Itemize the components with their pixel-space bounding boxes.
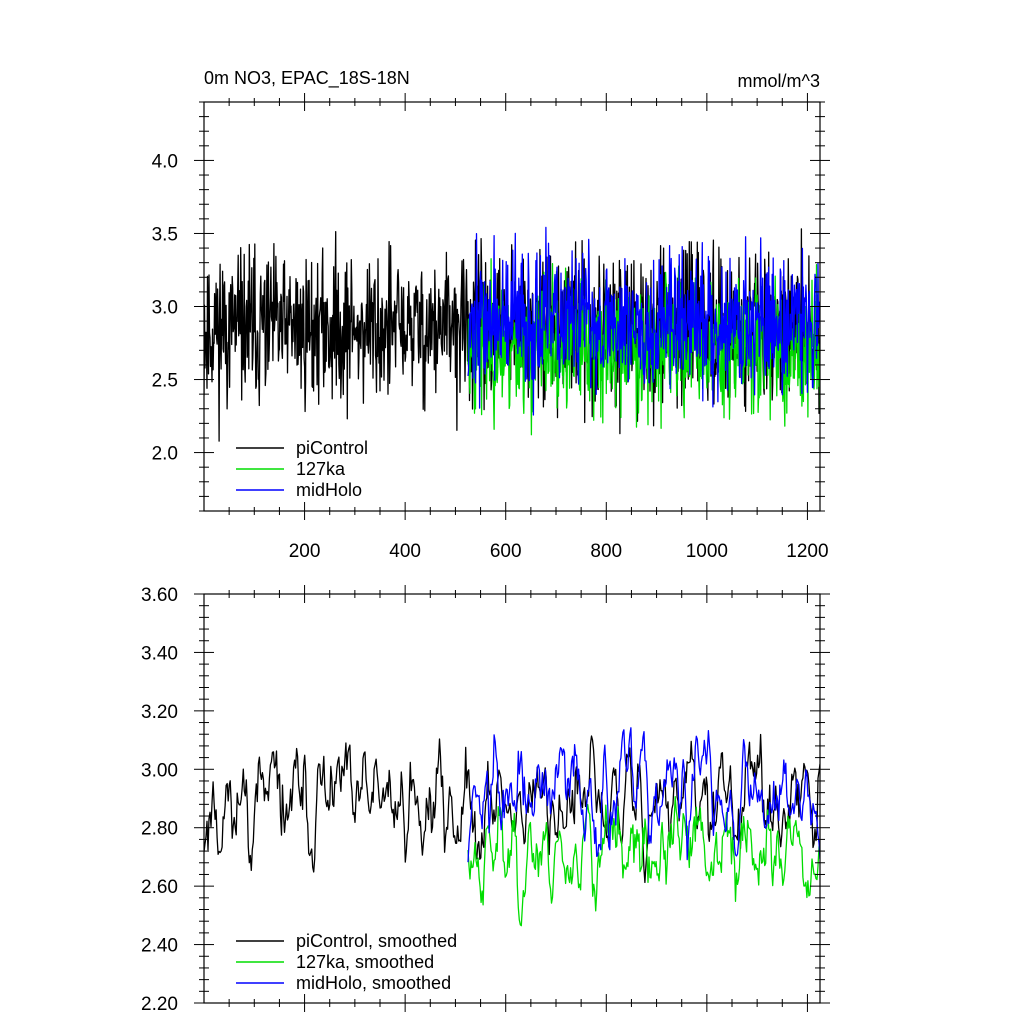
legend-label: midHolo: [296, 480, 362, 500]
legend-label: 127ka: [296, 459, 346, 479]
legend-label: piControl: [296, 438, 368, 458]
y-tick-label: 3.0: [152, 298, 178, 319]
panel-bottom: 2.20 2.40 2.60 2.80 3.00 3.20 3.40 3.60 piContr…: [141, 585, 830, 1015]
y-tick-label: 2.40: [141, 936, 178, 957]
legend-label: 127ka, smoothed: [296, 952, 434, 972]
x-tick-label: 800: [590, 541, 622, 562]
legend-label: midHolo, smoothed: [296, 973, 451, 993]
tick-layer: 2.20 2.40 2.60 2.80 3.00 3.20 3.40 3.60: [141, 585, 830, 1015]
y-tick-label: 2.80: [141, 819, 178, 840]
y-tick-label: 3.20: [141, 702, 178, 723]
y-tick-label: 4.0: [152, 151, 178, 172]
chart-title: 0m NO3, EPAC_18S-18N: [204, 68, 410, 89]
y-tick-label: 3.40: [141, 643, 178, 664]
series-line-midholo-smoothed: [467, 727, 820, 863]
x-tick-label: 400: [389, 541, 421, 562]
y-tick-label: 2.60: [141, 877, 178, 898]
tick-layer: 200 400 600 800 1000 1200 2.0 2.5 3.0 3.5 4.0: [152, 93, 830, 562]
series-line-midholo: [467, 226, 820, 416]
y-tick-label: 2.0: [152, 444, 178, 465]
x-tick-label: 1200: [786, 541, 828, 562]
y-tick-label: 3.5: [152, 224, 178, 245]
x-tick-label: 1000: [686, 541, 728, 562]
legend-label: piControl, smoothed: [296, 931, 457, 951]
y-tick-label: 3.60: [141, 585, 178, 606]
series-line-127ka-smoothed: [467, 796, 820, 927]
series-layer: [204, 226, 820, 442]
panel-top: 0m NO3, EPAC_18S-18N mmol/m^3 200 400 600 8…: [152, 68, 830, 562]
y-tick-label: 2.5: [152, 371, 178, 392]
series-layer: [204, 727, 820, 927]
x-tick-label: 200: [289, 541, 321, 562]
plot-frame: [203, 593, 821, 1004]
units-label: mmol/m^3: [738, 71, 820, 91]
y-tick-label: 2.20: [141, 994, 178, 1015]
x-tick-label: 600: [490, 541, 522, 562]
y-tick-label: 3.00: [141, 760, 178, 781]
